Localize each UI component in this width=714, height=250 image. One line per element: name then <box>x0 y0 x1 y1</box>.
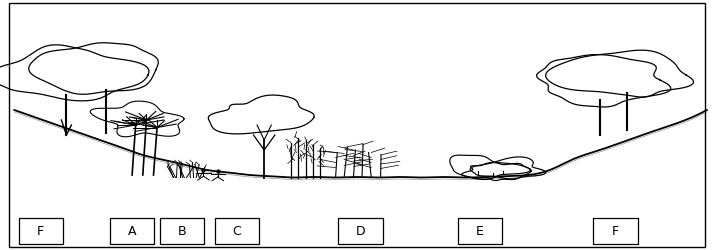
Text: E: E <box>476 225 484 238</box>
Text: B: B <box>178 225 186 238</box>
FancyBboxPatch shape <box>593 218 638 244</box>
Text: C: C <box>233 225 241 238</box>
FancyBboxPatch shape <box>110 218 154 244</box>
FancyBboxPatch shape <box>458 218 502 244</box>
Text: D: D <box>356 225 366 238</box>
FancyBboxPatch shape <box>160 218 204 244</box>
Text: F: F <box>37 225 44 238</box>
FancyBboxPatch shape <box>215 218 259 244</box>
FancyBboxPatch shape <box>19 218 63 244</box>
Text: F: F <box>612 225 619 238</box>
FancyBboxPatch shape <box>338 218 383 244</box>
Text: A: A <box>128 225 136 238</box>
